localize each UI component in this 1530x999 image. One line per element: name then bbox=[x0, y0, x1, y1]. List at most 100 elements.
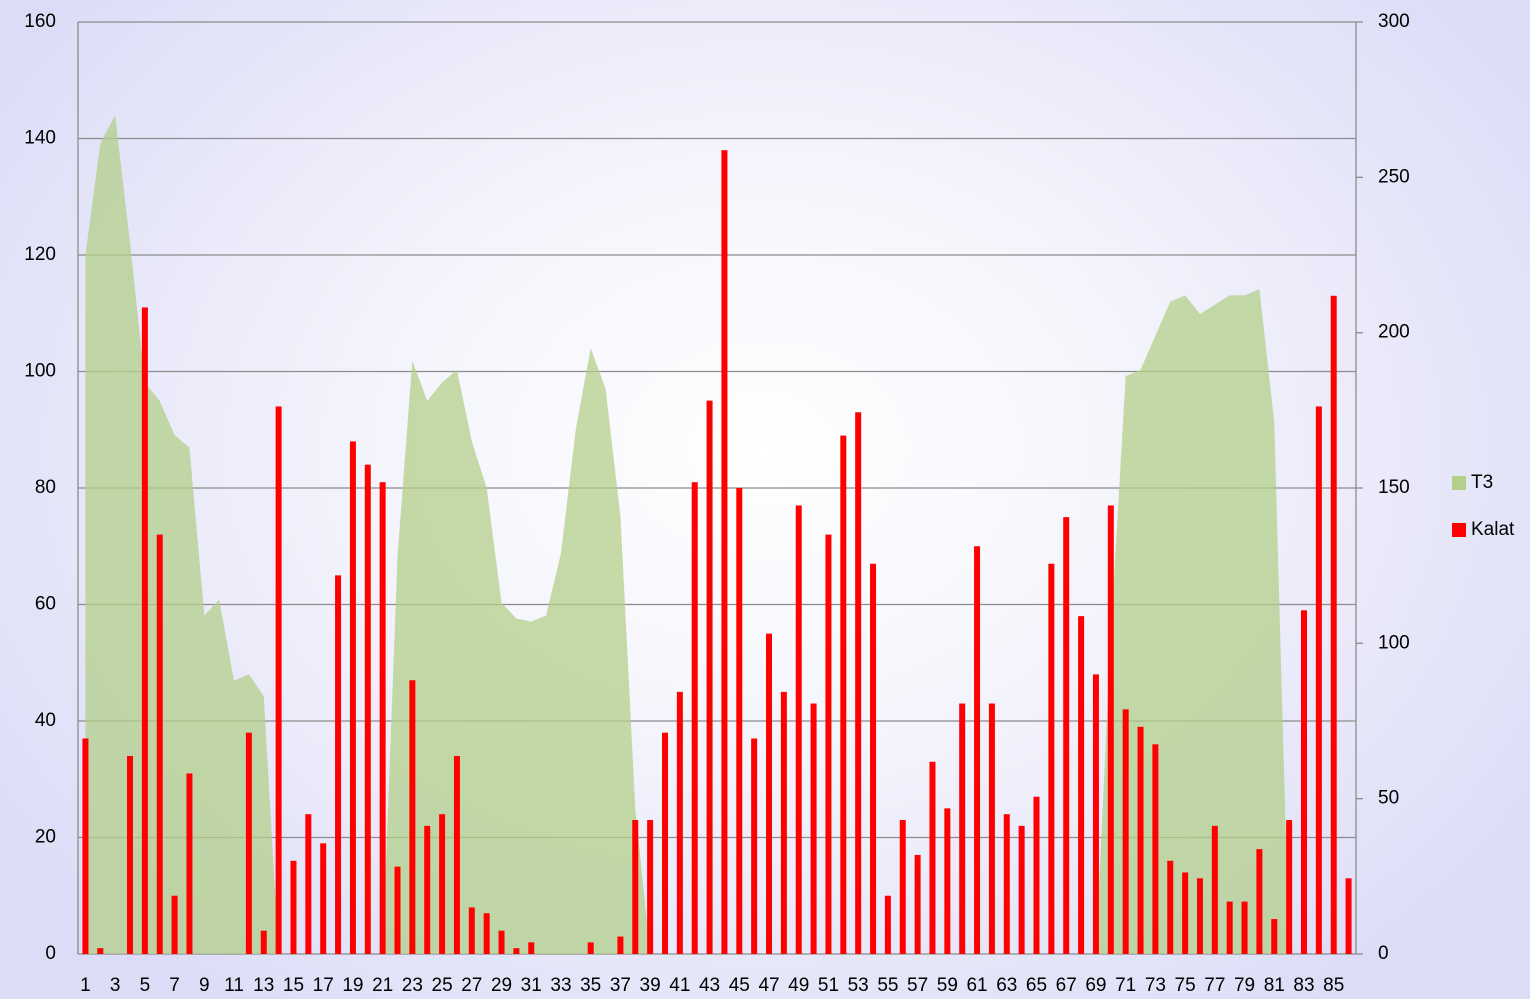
x-tick-label: 17 bbox=[313, 975, 334, 996]
bar bbox=[245, 732, 252, 954]
bar bbox=[780, 691, 787, 954]
x-tick-label: 33 bbox=[550, 975, 571, 996]
bar bbox=[825, 534, 832, 954]
x-tick-label: 57 bbox=[907, 975, 928, 996]
bar bbox=[141, 307, 148, 954]
x-tick-label: 9 bbox=[199, 975, 210, 996]
bar bbox=[127, 755, 134, 954]
x-tick-label: 75 bbox=[1175, 975, 1196, 996]
x-tick-label: 7 bbox=[169, 975, 180, 996]
bar bbox=[409, 680, 416, 954]
bar bbox=[97, 948, 104, 954]
bar bbox=[884, 895, 891, 954]
y2-tick-label: 0 bbox=[1378, 943, 1389, 964]
x-tick-label: 37 bbox=[610, 975, 631, 996]
bar bbox=[394, 866, 401, 954]
y2-tick-label: 250 bbox=[1378, 166, 1410, 187]
y2-tick-label: 50 bbox=[1378, 788, 1399, 809]
x-tick-label: 3 bbox=[110, 975, 121, 996]
bar bbox=[82, 738, 89, 954]
bar bbox=[156, 534, 163, 954]
x-tick-label: 27 bbox=[461, 975, 482, 996]
x-tick-label: 23 bbox=[402, 975, 423, 996]
x-tick-label: 25 bbox=[432, 975, 453, 996]
bar bbox=[840, 435, 847, 954]
bar bbox=[364, 464, 371, 954]
bar bbox=[1211, 825, 1218, 954]
x-tick-label: 59 bbox=[937, 975, 958, 996]
x-tick-label: 73 bbox=[1145, 975, 1166, 996]
bar bbox=[1286, 820, 1293, 954]
x-tick-label: 19 bbox=[342, 975, 363, 996]
y-tick-label: 40 bbox=[35, 710, 56, 731]
x-tick-label: 77 bbox=[1204, 975, 1225, 996]
y2-tick-label: 300 bbox=[1378, 11, 1410, 32]
legend-swatch bbox=[1452, 476, 1466, 490]
bar bbox=[661, 732, 668, 954]
bar bbox=[810, 703, 817, 954]
bar bbox=[1241, 901, 1248, 954]
bar bbox=[1092, 674, 1099, 954]
bar bbox=[1167, 860, 1174, 954]
bar bbox=[1182, 872, 1189, 954]
bar bbox=[1137, 726, 1144, 954]
x-tick-label: 45 bbox=[729, 975, 750, 996]
x-tick-label: 85 bbox=[1323, 975, 1344, 996]
area bbox=[85, 115, 1349, 954]
x-tick-label: 13 bbox=[253, 975, 274, 996]
bar bbox=[1078, 616, 1085, 954]
bar bbox=[647, 820, 654, 954]
bar bbox=[1196, 878, 1203, 954]
x-tick-label: 1 bbox=[80, 975, 91, 996]
x-tick-label: 61 bbox=[966, 975, 987, 996]
x-tick-label: 67 bbox=[1056, 975, 1077, 996]
bar bbox=[795, 505, 802, 954]
y2-tick-label: 150 bbox=[1378, 477, 1410, 498]
bar bbox=[736, 488, 743, 954]
bar bbox=[1300, 610, 1307, 954]
x-tick-label: 47 bbox=[758, 975, 779, 996]
bar bbox=[320, 843, 327, 954]
y-tick-label: 20 bbox=[35, 827, 56, 848]
legend-swatch bbox=[1452, 523, 1466, 537]
bar bbox=[260, 930, 267, 954]
bar bbox=[929, 761, 936, 954]
bar bbox=[335, 575, 342, 954]
bar bbox=[305, 814, 312, 954]
bar bbox=[944, 808, 951, 954]
x-tick-label: 79 bbox=[1234, 975, 1255, 996]
x-tick-label: 43 bbox=[699, 975, 720, 996]
x-tick-label: 49 bbox=[788, 975, 809, 996]
bar bbox=[483, 913, 490, 954]
legend-label: Kalat bbox=[1471, 519, 1515, 540]
x-tick-label: 39 bbox=[640, 975, 661, 996]
x-tick-label: 53 bbox=[848, 975, 869, 996]
y-tick-label: 120 bbox=[24, 244, 56, 265]
x-tick-label: 5 bbox=[140, 975, 151, 996]
bar bbox=[914, 854, 921, 954]
bar bbox=[1152, 744, 1159, 954]
bar bbox=[587, 942, 594, 954]
bar bbox=[706, 400, 713, 954]
x-tick-label: 11 bbox=[224, 975, 244, 996]
x-tick-label: 83 bbox=[1293, 975, 1314, 996]
bar bbox=[275, 406, 282, 954]
y-tick-label: 100 bbox=[24, 361, 56, 382]
bar bbox=[439, 814, 446, 954]
bar bbox=[988, 703, 995, 954]
bar bbox=[676, 691, 683, 954]
y-tick-label: 160 bbox=[24, 11, 56, 32]
bar bbox=[959, 703, 966, 954]
x-tick-label: 81 bbox=[1264, 975, 1285, 996]
bar bbox=[1345, 878, 1352, 954]
bar bbox=[1033, 796, 1040, 954]
bar bbox=[721, 150, 728, 954]
bar bbox=[691, 482, 698, 954]
x-tick-label: 63 bbox=[996, 975, 1017, 996]
bar bbox=[1330, 295, 1337, 954]
x-tick-label: 29 bbox=[491, 975, 512, 996]
legend-label: T3 bbox=[1471, 472, 1493, 493]
x-tick-label: 71 bbox=[1115, 975, 1136, 996]
